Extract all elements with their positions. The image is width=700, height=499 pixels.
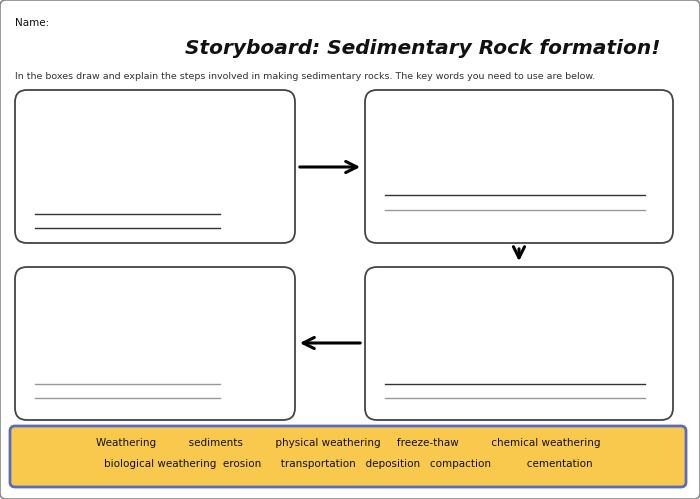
Text: Storyboard: Sedimentary Rock formation!: Storyboard: Sedimentary Rock formation! [185,38,660,57]
Text: Weathering          sediments          physical weathering     freeze-thaw      : Weathering sediments physical weathering… [96,438,601,448]
Text: biological weathering  erosion      transportation   deposition   compaction    : biological weathering erosion transporta… [104,459,592,469]
FancyBboxPatch shape [365,90,673,243]
FancyBboxPatch shape [15,267,295,420]
FancyBboxPatch shape [10,426,686,487]
FancyBboxPatch shape [365,267,673,420]
FancyBboxPatch shape [15,90,295,243]
Text: In the boxes draw and explain the steps involved in making sedimentary rocks. Th: In the boxes draw and explain the steps … [15,72,595,81]
Text: Name:: Name: [15,18,49,28]
